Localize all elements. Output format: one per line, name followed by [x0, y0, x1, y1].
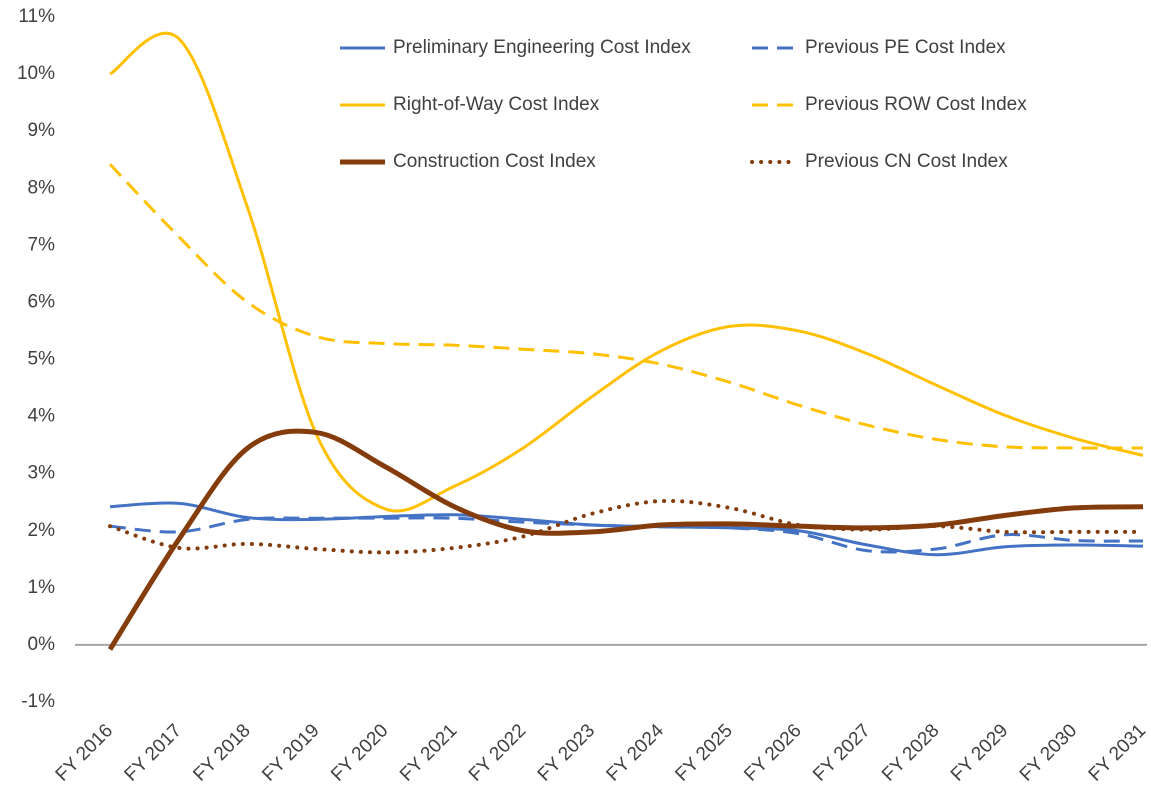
y-tick-label: 4% [28, 406, 56, 427]
series-line [108, 163, 1144, 450]
y-tick-label: 3% [28, 463, 56, 484]
y-tick-label: -1% [21, 691, 55, 712]
y-tick-label: 1% [28, 577, 56, 598]
x-tick-label: FY 2018 [189, 720, 254, 785]
x-tick-label: FY 2026 [740, 720, 805, 785]
x-tick-label: FY 2022 [465, 720, 530, 785]
x-tick-label: FY 2031 [1085, 720, 1150, 785]
y-tick-label: 9% [28, 120, 56, 141]
y-tick-label: 0% [28, 634, 56, 655]
x-tick-label: FY 2021 [396, 720, 461, 785]
x-tick-label: FY 2019 [258, 720, 323, 785]
x-tick-label: FY 2029 [947, 720, 1012, 785]
x-tick-label: FY 2024 [603, 720, 669, 786]
y-tick-label: 5% [28, 349, 56, 370]
legend-label: Construction Cost Index [393, 151, 596, 172]
x-tick-label: FY 2028 [878, 720, 943, 785]
legend-label: Right-of-Way Cost Index [393, 94, 600, 115]
x-tick-label: FY 2017 [121, 720, 186, 785]
x-tick-label: FY 2023 [534, 720, 599, 785]
series-line [109, 516, 1144, 554]
x-tick-label: FY 2030 [1016, 720, 1081, 785]
y-tick-label: 8% [28, 177, 56, 198]
x-tick-label: FY 2020 [327, 720, 392, 785]
x-tick-label: FY 2025 [671, 720, 736, 785]
y-tick-label: 6% [28, 291, 56, 312]
legend-label: Previous ROW Cost Index [805, 94, 1027, 115]
y-tick-label: 11% [18, 6, 55, 27]
series-line [109, 31, 1144, 513]
legend-label: Previous PE Cost Index [805, 37, 1006, 58]
series-line [107, 428, 1144, 651]
legend-label: Preliminary Engineering Cost Index [393, 37, 691, 58]
y-tick-label: 7% [28, 234, 56, 255]
y-tick-label: 10% [17, 63, 55, 84]
series-line [108, 498, 1145, 555]
y-tick-label: 2% [28, 520, 56, 541]
x-tick-label: FY 2016 [52, 720, 117, 785]
legend-label: Previous CN Cost Index [805, 151, 1008, 172]
x-tick-label: FY 2027 [809, 720, 874, 785]
